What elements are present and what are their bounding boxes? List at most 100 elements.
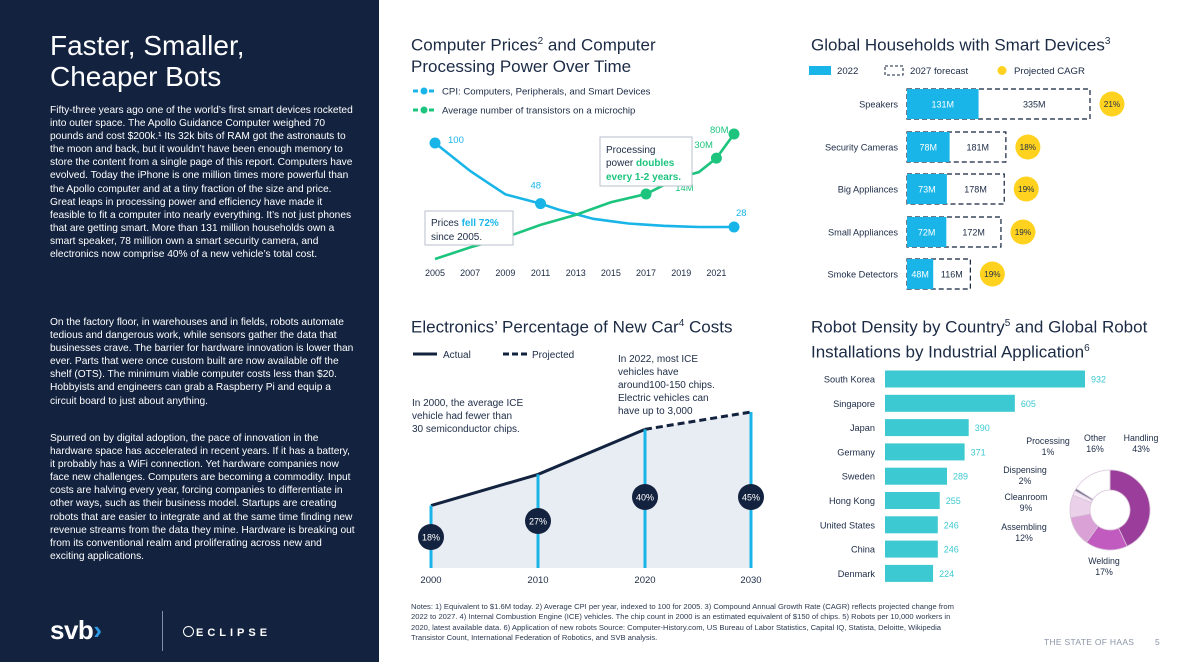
value-circle-2010 (525, 508, 551, 534)
area-fill (431, 412, 751, 568)
density-bar-4 (885, 467, 948, 485)
chart3-title-rest: Costs (684, 317, 733, 337)
annotation-2000-line0: In 2000, the average ICE (412, 398, 524, 409)
footnotes: Notes: 1) Equivalent to $1.6M today. 2) … (411, 602, 954, 642)
annotation-2022-line2: around100-150 chips. (618, 380, 715, 391)
chart1-title-footnote: 2 (537, 36, 544, 47)
chart3-title-text: Electronics’ Percentage of New Car (411, 317, 679, 337)
cagr-circle-4 (979, 261, 1005, 287)
legend-actual-label: Actual (443, 350, 471, 361)
page-number: 5 (1155, 637, 1160, 647)
power-annotation-line2: power doubles (606, 158, 675, 169)
cagr-circle-2 (1013, 176, 1039, 202)
density-bar-5 (885, 492, 940, 509)
category-label-4: Smoke Detectors (828, 270, 899, 280)
eclipse-ring-icon (183, 626, 194, 637)
transistor-label-2021: 30M (694, 140, 713, 151)
value-label-2030: 45% (742, 493, 760, 503)
density-value-4: 289 (953, 472, 968, 482)
x-tick-2009: 2009 (495, 268, 515, 278)
chart2-title: Global Households with Smart Devices3 (811, 31, 1171, 56)
density-bar-6 (885, 516, 938, 534)
price-annotation-text: Prices (431, 218, 462, 229)
power-annotation-line3: every 1-2 years. (606, 172, 681, 183)
density-value-2: 390 (975, 423, 990, 433)
bar-2022-label-4: 48M (911, 270, 929, 280)
country-label-8: Denmark (838, 569, 876, 579)
svb-logo: svb› (50, 615, 102, 646)
smart-households-chart: 2022 2027 forecast Projected CAGR Speakers 1… (809, 65, 1125, 290)
density-value-1: 605 (1021, 399, 1036, 409)
donut-value-handling: 43% (1132, 444, 1150, 454)
bar-2022-1 (907, 132, 950, 162)
country-label-1: Singapore (833, 399, 875, 409)
bar-2022-label-2: 73M (918, 185, 936, 195)
country-label-7: China (851, 545, 876, 555)
bar-2022-0 (907, 89, 979, 119)
price-annotation-line2: since 2005. (431, 232, 482, 243)
annotation-2022-line4: have up to 3,000 (618, 406, 693, 417)
x-tick-2019: 2019 (671, 268, 691, 278)
price-annotation-line1: Prices fell 72% (431, 218, 499, 229)
chart1-title: Computer Prices2 and Computer Processing… (411, 31, 711, 77)
legend-label-0: CPI: Computers, Peripherals, and Smart D… (442, 87, 651, 98)
transistor-label-2022: 80M (710, 125, 729, 136)
cagr-label-0: 21% (1104, 100, 1120, 109)
density-value-6: 246 (944, 520, 959, 530)
density-value-7: 246 (944, 545, 959, 555)
bar-2027-2 (906, 173, 1005, 205)
chart4-title: Robot Density by Country5 and Global Rob… (811, 313, 1161, 362)
cagr-circle-1 (1015, 134, 1041, 160)
bar-2022-2 (907, 174, 947, 204)
x-tick-2017: 2017 (636, 268, 656, 278)
value-circle-2000 (418, 524, 444, 550)
cpi-label-2011: 48 (531, 181, 542, 192)
cagr-label-3: 19% (1015, 228, 1031, 237)
donut-value-assembling: 12% (1015, 533, 1033, 543)
power-annotation-line1: Processing (606, 145, 655, 156)
power-annotation-text: power (606, 158, 636, 169)
density-bar-0 (885, 370, 1085, 388)
bar-2022-4 (907, 259, 934, 289)
transistor-point-2017 (640, 188, 652, 200)
annotation-2022-line1: vehicles have (618, 367, 679, 378)
footer-report-name: THE STATE OF HAAS (1044, 637, 1135, 647)
category-label-1: Security Cameras (825, 143, 898, 153)
power-annotation-box (599, 136, 693, 187)
legend-forecast-label: 2027 forecast (910, 66, 968, 77)
cagr-circle-0 (1099, 91, 1125, 117)
donut-label-other: Other (1084, 433, 1106, 443)
density-value-0: 932 (1091, 375, 1106, 385)
chart2-title-text: Global Households with Smart Devices (811, 35, 1105, 55)
robot-density-chart: South Korea 932 Singapore 605 Japan 390 German… (820, 370, 1106, 582)
bar-2022-label-3: 72M (918, 228, 936, 238)
x-tick-2015: 2015 (601, 268, 621, 278)
bar-2027-label-3: 172M (962, 228, 985, 238)
legend-forecast-swatch (884, 65, 904, 76)
price-annotation-box (424, 210, 514, 246)
density-value-3: 371 (971, 447, 986, 457)
price-vs-transistor-chart: CPI: Computers, Peripherals, and Smart D… (413, 87, 747, 278)
cpi-point-2011 (535, 198, 547, 210)
intro-paragraph: Fifty-three years ago one of the world’s… (50, 105, 353, 261)
x-tick-2030: 2030 (740, 575, 761, 586)
x-tick-2021: 2021 (706, 268, 726, 278)
donut-label-welding: Welding (1088, 556, 1120, 566)
density-bar-3 (885, 443, 965, 461)
cagr-label-1: 18% (1020, 143, 1036, 152)
donut-value-other: 16% (1086, 444, 1104, 454)
density-bar-1 (885, 394, 1015, 412)
cagr-label-2: 19% (1018, 185, 1034, 194)
legend-label-1: Average number of transistors on a micro… (442, 106, 635, 117)
country-label-2: Japan (850, 423, 875, 433)
cpi-point-2022 (728, 221, 740, 233)
chart4-title-footnote2: 6 (1084, 342, 1090, 354)
bar-2022-label-1: 78M (920, 143, 938, 153)
innovation-paragraph: Spurred on by digital adoption, the pace… (50, 433, 355, 562)
country-label-3: Germany (837, 447, 875, 457)
x-tick-2011: 2011 (531, 268, 550, 278)
donut-label-assembling: Assembling (1001, 522, 1047, 532)
cpi-label-2005: 100 (448, 135, 464, 146)
